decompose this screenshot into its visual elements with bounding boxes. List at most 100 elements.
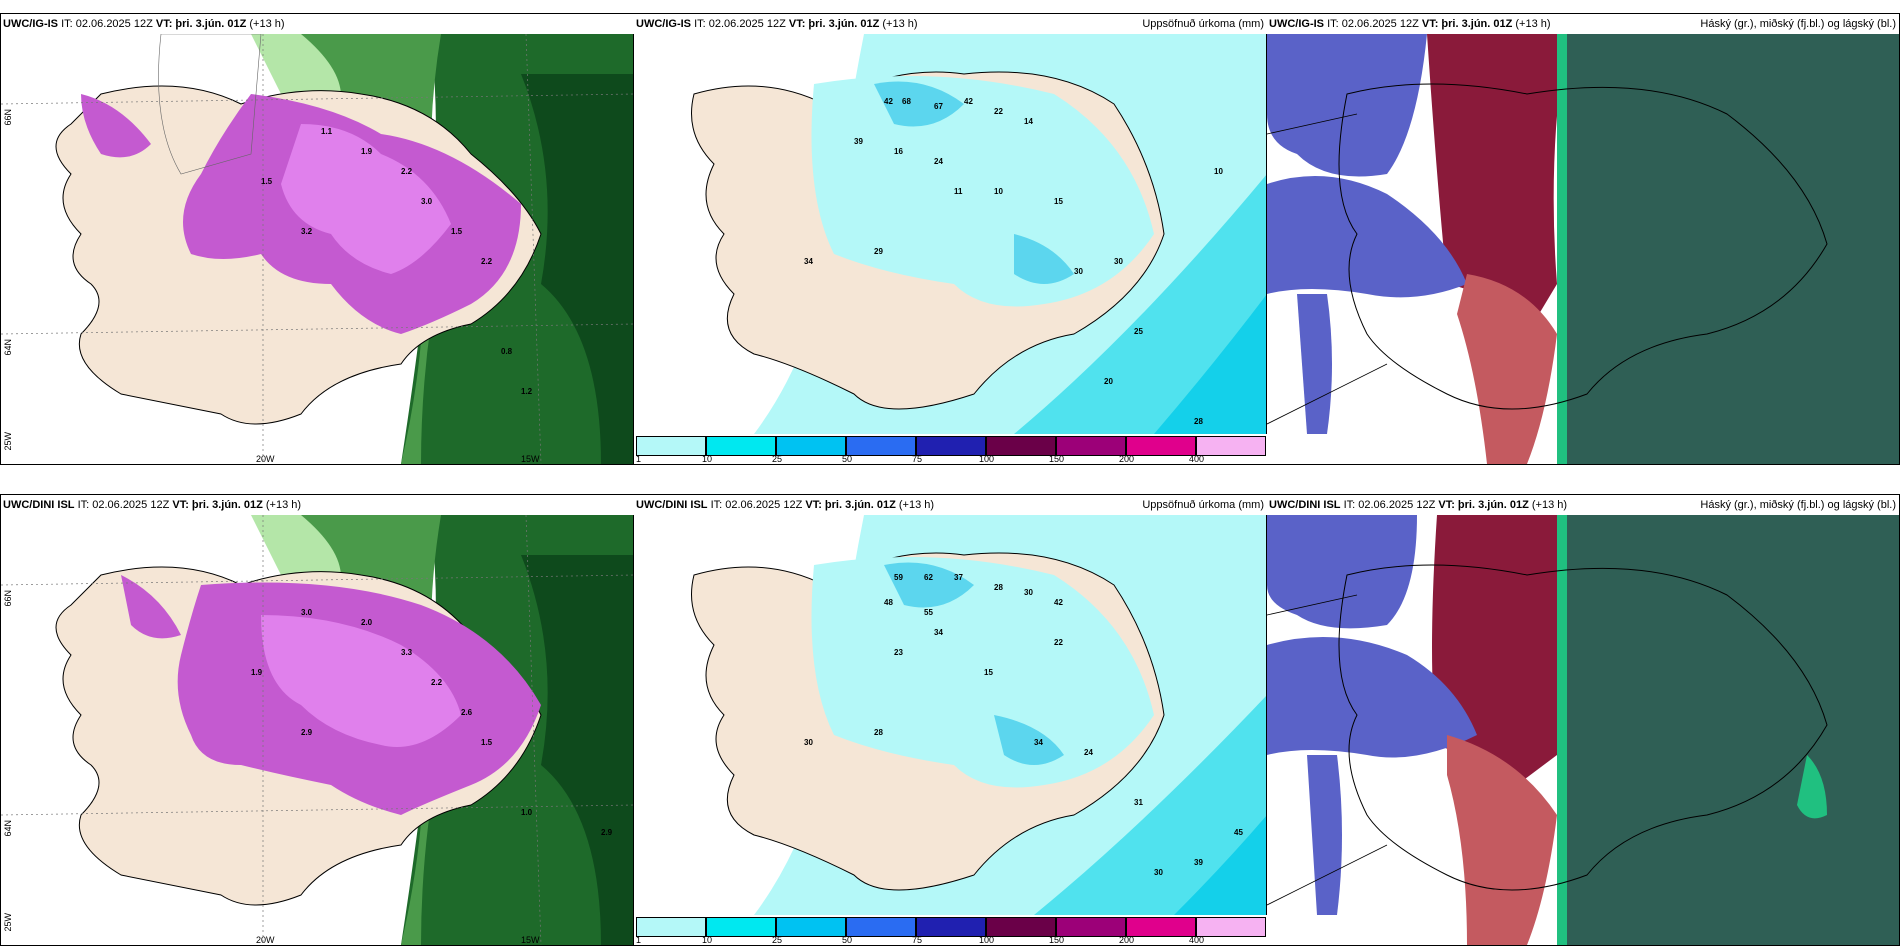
svg-text:39: 39 bbox=[1194, 858, 1203, 867]
init-time: IT: 02.06.2025 12Z bbox=[1343, 499, 1436, 511]
svg-text:28: 28 bbox=[994, 583, 1003, 592]
init-time: IT: 02.06.2025 12Z bbox=[694, 18, 786, 30]
svg-text:34: 34 bbox=[934, 628, 943, 637]
init-time: IT: 02.06.2025 12Z bbox=[710, 499, 803, 511]
svg-text:34: 34 bbox=[804, 257, 813, 266]
legend-box bbox=[846, 436, 916, 456]
valid-time: VT: þri. 3.jún. 01Z bbox=[805, 499, 896, 511]
svg-text:2.6: 2.6 bbox=[461, 708, 473, 717]
svg-text:30: 30 bbox=[1074, 267, 1083, 276]
svg-text:34: 34 bbox=[1034, 738, 1043, 747]
panel-dini-clouds: UWC/DINI ISL IT: 02.06.2025 12Z VT: þri.… bbox=[1266, 494, 1900, 946]
legend-tick: 200 bbox=[1119, 454, 1135, 464]
legend-tick: 25 bbox=[772, 454, 783, 464]
init-time: IT: 02.06.2025 12Z bbox=[61, 18, 153, 30]
init-time: IT: 02.06.2025 12Z bbox=[77, 499, 170, 511]
legend-box bbox=[636, 436, 706, 456]
lat-label-66n: 66N bbox=[3, 109, 13, 126]
svg-text:1.5: 1.5 bbox=[261, 177, 273, 186]
lead-time: (+13 h) bbox=[249, 18, 285, 30]
svg-text:2.2: 2.2 bbox=[401, 167, 413, 176]
legend-box bbox=[1056, 917, 1126, 937]
legend-tick: 150 bbox=[1049, 454, 1065, 464]
snow-wind-map: 3.0 2.0 3.3 2.2 2.6 1.9 2.9 1.5 1.0 2.9 bbox=[1, 515, 634, 945]
svg-text:37: 37 bbox=[954, 573, 963, 582]
product-title: Uppsöfnuð úrkoma (mm) bbox=[1142, 18, 1264, 30]
svg-text:24: 24 bbox=[1084, 748, 1093, 757]
init-time: IT: 02.06.2025 12Z bbox=[1327, 18, 1419, 30]
svg-text:2.2: 2.2 bbox=[431, 678, 443, 687]
lat-label-64n: 64N bbox=[3, 820, 13, 837]
svg-text:2.0: 2.0 bbox=[361, 618, 373, 627]
svg-text:28: 28 bbox=[1194, 417, 1203, 426]
snow-wind-map: 1.1 1.9 2.2 3.0 1.5 3.2 1.5 2.2 0.8 1.2 bbox=[1, 34, 634, 464]
legend-box bbox=[706, 436, 776, 456]
precip-map: 42 68 67 42 22 14 39 16 24 11 10 15 30 30 25 20 … bbox=[634, 34, 1267, 434]
legend-tick: 150 bbox=[1049, 935, 1065, 945]
panel-header: UWC/IG-IS IT: 02.06.2025 12Z VT: þri. 3.… bbox=[1267, 14, 1899, 34]
model-name: UWC/IG-IS bbox=[1269, 18, 1324, 30]
svg-text:1.9: 1.9 bbox=[361, 147, 373, 156]
legend-tick: 25 bbox=[772, 935, 783, 945]
svg-text:31: 31 bbox=[1134, 798, 1143, 807]
legend-tick: 400 bbox=[1189, 454, 1205, 464]
lat-label-66n: 66N bbox=[3, 590, 13, 607]
lon-label-20w: 20W bbox=[256, 454, 275, 464]
panel-header: UWC/DINI ISL IT: 02.06.2025 12Z VT: þri.… bbox=[1267, 495, 1899, 515]
lead-time: (+13 h) bbox=[265, 499, 302, 511]
svg-text:2.9: 2.9 bbox=[301, 728, 313, 737]
precip-legend: 1 10 25 50 75 100 150 200 400 bbox=[634, 434, 1267, 464]
svg-text:28: 28 bbox=[874, 728, 883, 737]
lead-time: (+13 h) bbox=[882, 18, 918, 30]
svg-text:1.2: 1.2 bbox=[521, 387, 533, 396]
legend-tick: 50 bbox=[842, 935, 853, 945]
panel-ig-snow: UWC/IG-IS IT: 02.06.2025 12Z VT: þri. 3.… bbox=[0, 13, 635, 465]
svg-text:15: 15 bbox=[984, 668, 993, 677]
svg-text:1.0: 1.0 bbox=[521, 808, 533, 817]
precip-legend: 1 10 25 50 75 100 150 200 400 bbox=[634, 915, 1267, 945]
panel-header: UWC/DINI ISL IT: 02.06.2025 12Z VT: þri.… bbox=[1, 495, 634, 515]
svg-text:48: 48 bbox=[884, 598, 893, 607]
legend-tick: 100 bbox=[979, 454, 995, 464]
legend-box bbox=[1126, 917, 1196, 937]
legend-tick: 50 bbox=[842, 454, 853, 464]
panel-dini-precip: UWC/DINI ISL IT: 02.06.2025 12Z VT: þri.… bbox=[633, 494, 1268, 946]
svg-text:30: 30 bbox=[1114, 257, 1123, 266]
svg-text:3.3: 3.3 bbox=[401, 648, 413, 657]
svg-text:20: 20 bbox=[1104, 377, 1113, 386]
legend-box bbox=[1196, 917, 1266, 937]
model-name: UWC/IG-IS bbox=[3, 18, 58, 30]
svg-text:45: 45 bbox=[1234, 828, 1243, 837]
legend-tick: 400 bbox=[1189, 935, 1205, 945]
lead-time: (+13 h) bbox=[1515, 18, 1551, 30]
legend-box bbox=[916, 917, 986, 937]
lead-time: (+13 h) bbox=[1531, 499, 1568, 511]
panel-ig-clouds: UWC/IG-IS IT: 02.06.2025 12Z VT: þri. 3.… bbox=[1266, 13, 1900, 465]
svg-text:29: 29 bbox=[874, 247, 883, 256]
svg-text:30: 30 bbox=[1024, 588, 1033, 597]
panel-header: UWC/IG-IS IT: 02.06.2025 12Z VT: þri. 3.… bbox=[1, 14, 634, 34]
legend-box bbox=[1196, 436, 1266, 456]
svg-text:16: 16 bbox=[894, 147, 903, 156]
legend-box bbox=[1056, 436, 1126, 456]
svg-text:42: 42 bbox=[1054, 598, 1063, 607]
svg-text:2.9: 2.9 bbox=[601, 828, 613, 837]
lon-label-15w: 15W bbox=[521, 454, 540, 464]
valid-time: VT: þri. 3.jún. 01Z bbox=[1438, 499, 1529, 511]
valid-time: VT: þri. 3.jún. 01Z bbox=[1421, 18, 1513, 30]
legend-box bbox=[636, 917, 706, 937]
legend-tick: 200 bbox=[1119, 935, 1135, 945]
svg-text:62: 62 bbox=[924, 573, 933, 582]
svg-text:1.9: 1.9 bbox=[251, 668, 263, 677]
cloud-map bbox=[1267, 515, 1899, 945]
svg-text:23: 23 bbox=[894, 648, 903, 657]
svg-text:1.5: 1.5 bbox=[451, 227, 463, 236]
legend-box bbox=[986, 436, 1056, 456]
panel-header: UWC/DINI ISL IT: 02.06.2025 12Z VT: þri.… bbox=[634, 495, 1267, 515]
svg-text:22: 22 bbox=[1054, 638, 1063, 647]
legend-tick: 1 bbox=[636, 454, 642, 464]
legend-box bbox=[986, 917, 1056, 937]
panel-ig-precip: UWC/IG-IS IT: 02.06.2025 12Z VT: þri. 3.… bbox=[633, 13, 1268, 465]
lon-label-15w: 15W bbox=[521, 935, 540, 945]
svg-text:10: 10 bbox=[1214, 167, 1223, 176]
